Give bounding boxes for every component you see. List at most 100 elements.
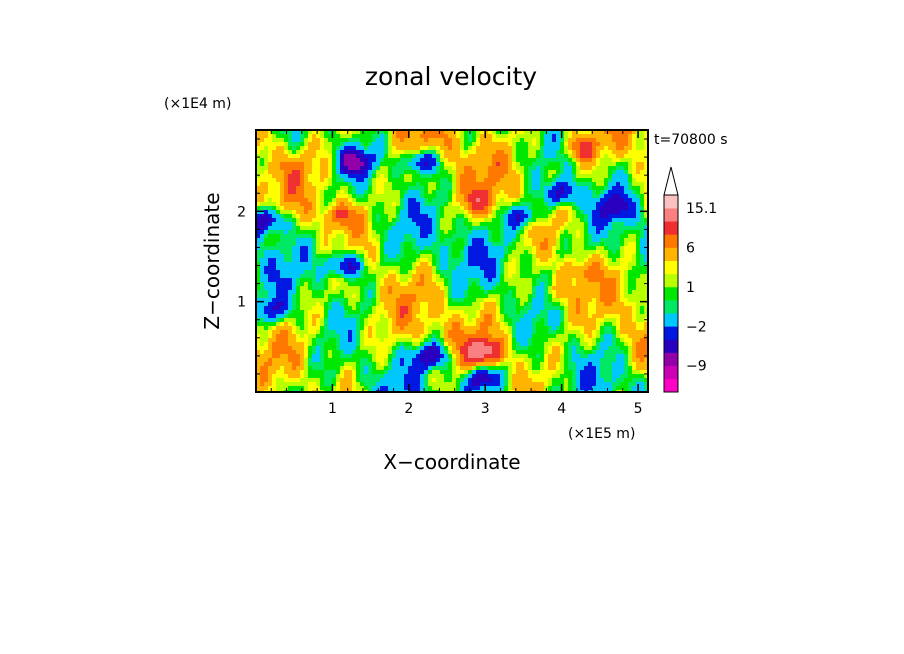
field-cell — [456, 238, 461, 243]
field-cell — [400, 166, 405, 171]
field-cell — [476, 166, 481, 171]
field-cell — [620, 142, 625, 147]
field-cell — [544, 302, 549, 307]
field-cell — [272, 282, 277, 287]
field-cell — [500, 198, 505, 203]
field-cell — [484, 222, 489, 227]
field-cell — [420, 294, 425, 299]
field-cell — [348, 310, 353, 315]
field-cell — [464, 154, 469, 159]
field-cell — [476, 190, 481, 195]
field-cell — [604, 214, 609, 219]
field-cell — [340, 214, 345, 219]
field-cell — [396, 294, 401, 299]
field-cell — [272, 170, 277, 175]
field-cell — [600, 226, 605, 231]
field-cell — [368, 154, 373, 159]
field-cell — [312, 290, 317, 295]
field-cell — [568, 158, 573, 163]
field-cell — [524, 266, 529, 271]
field-cell — [328, 238, 333, 243]
field-cell — [584, 130, 589, 135]
field-cell — [616, 322, 621, 327]
field-cell — [544, 154, 549, 159]
field-cell — [504, 134, 509, 139]
field-cell — [628, 154, 633, 159]
field-cell — [556, 162, 561, 167]
field-cell — [284, 226, 289, 231]
field-cell — [276, 134, 281, 139]
field-cell — [576, 206, 581, 211]
field-cell — [532, 258, 537, 263]
field-cell — [600, 314, 605, 319]
field-cell — [488, 270, 493, 275]
field-cell — [464, 310, 469, 315]
field-cell — [416, 222, 421, 227]
field-cell — [424, 170, 429, 175]
field-cell — [460, 282, 465, 287]
field-cell — [620, 166, 625, 171]
field-cell — [360, 326, 365, 331]
field-cell — [536, 270, 541, 275]
field-cell — [464, 314, 469, 319]
field-cell — [348, 130, 353, 135]
field-cell — [408, 318, 413, 323]
field-cell — [508, 302, 513, 307]
field-cell — [360, 134, 365, 139]
field-cell — [268, 266, 273, 271]
field-cell — [432, 266, 437, 271]
field-cell — [568, 278, 573, 283]
field-cell — [288, 290, 293, 295]
field-cell — [388, 198, 393, 203]
field-cell — [576, 282, 581, 287]
field-cell — [460, 186, 465, 191]
field-cell — [428, 186, 433, 191]
field-cell — [452, 154, 457, 159]
field-cell — [468, 270, 473, 275]
field-cell — [260, 226, 265, 231]
field-cell — [628, 162, 633, 167]
field-cell — [524, 282, 529, 287]
field-cell — [272, 206, 277, 211]
field-cell — [544, 330, 549, 335]
field-cell — [616, 178, 621, 183]
field-cell — [316, 186, 321, 191]
field-cell — [492, 266, 497, 271]
field-cell — [316, 258, 321, 263]
field-cell — [548, 298, 553, 303]
field-cell — [448, 294, 453, 299]
field-cell — [320, 218, 325, 223]
field-cell — [320, 186, 325, 191]
field-cell — [516, 238, 521, 243]
field-cell — [584, 222, 589, 227]
field-cell — [540, 238, 545, 243]
field-cell — [516, 254, 521, 259]
field-cell — [448, 170, 453, 175]
field-cell — [588, 282, 593, 287]
field-cell — [644, 258, 648, 263]
field-cell — [516, 310, 521, 315]
field-cell — [580, 142, 585, 147]
field-cell — [576, 226, 581, 231]
field-cell — [356, 310, 361, 315]
field-cell — [564, 194, 569, 199]
field-cell — [616, 286, 621, 291]
field-cell — [280, 306, 285, 311]
field-cell — [628, 314, 633, 319]
field-cell — [568, 242, 573, 247]
field-cell — [576, 166, 581, 171]
field-cell — [548, 130, 553, 135]
field-cell — [628, 174, 633, 179]
field-cell — [452, 218, 457, 223]
field-cell — [352, 158, 357, 163]
field-cell — [300, 186, 305, 191]
field-cell — [300, 266, 305, 271]
field-cell — [332, 322, 337, 327]
field-cell — [276, 274, 281, 279]
field-cell — [604, 158, 609, 163]
field-cell — [604, 230, 609, 235]
field-cell — [444, 134, 449, 139]
field-cell — [260, 250, 265, 255]
field-cell — [300, 310, 305, 315]
field-cell — [544, 306, 549, 311]
